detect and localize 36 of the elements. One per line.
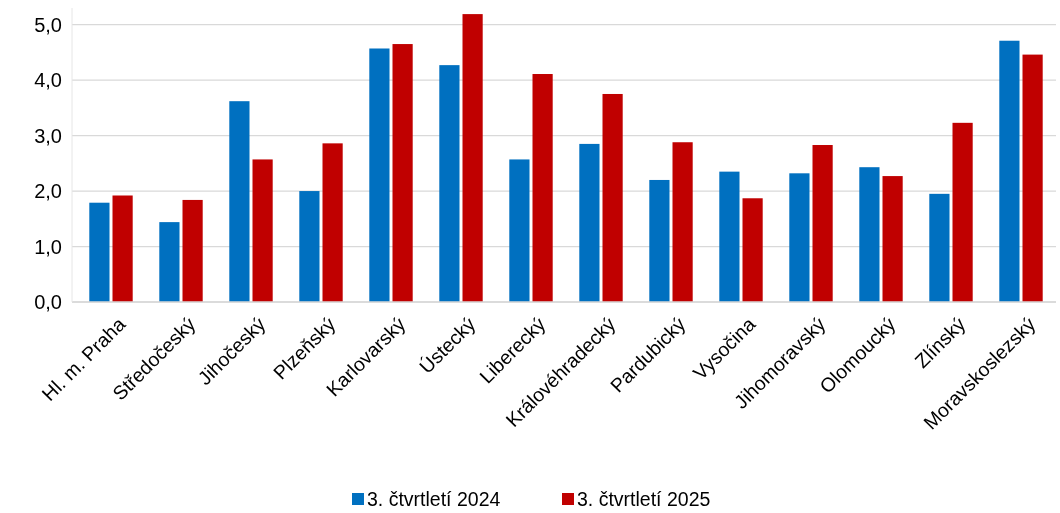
y-tick-label: 1,0: [34, 235, 62, 258]
bar: [112, 195, 133, 302]
bar: [1022, 54, 1043, 302]
y-tick-label: 3,0: [34, 124, 62, 147]
bar: [439, 65, 460, 302]
bar: [182, 199, 203, 302]
legend-label: 3. čtvrtletí 2025: [577, 487, 711, 510]
bar: [952, 122, 973, 302]
bar: [392, 44, 413, 302]
bar: [672, 142, 693, 302]
bar: [859, 167, 880, 302]
y-tick-label: 0,0: [34, 291, 62, 313]
bar: [159, 222, 180, 302]
bar: [719, 171, 740, 302]
bar: [532, 74, 553, 302]
y-tick-label: 4,0: [34, 69, 62, 92]
bar: [509, 159, 530, 302]
legend-label: 3. čtvrtletí 2024: [367, 487, 501, 510]
bar: [999, 40, 1020, 302]
y-tick-label: 2,0: [34, 180, 62, 203]
y-tick-label: 5,0: [34, 13, 62, 36]
bar: [602, 93, 623, 302]
bar: [929, 193, 950, 302]
bar: [649, 179, 670, 302]
bar: [742, 198, 763, 302]
bar: [579, 143, 600, 302]
bar: [882, 176, 903, 302]
bar: [299, 191, 320, 302]
bar: [812, 145, 833, 302]
bar: [789, 173, 810, 302]
bar: [89, 202, 110, 302]
bar: [252, 159, 273, 302]
bar: [369, 48, 390, 302]
bar: [462, 14, 483, 302]
bar: [322, 143, 343, 302]
bar: [229, 101, 250, 302]
